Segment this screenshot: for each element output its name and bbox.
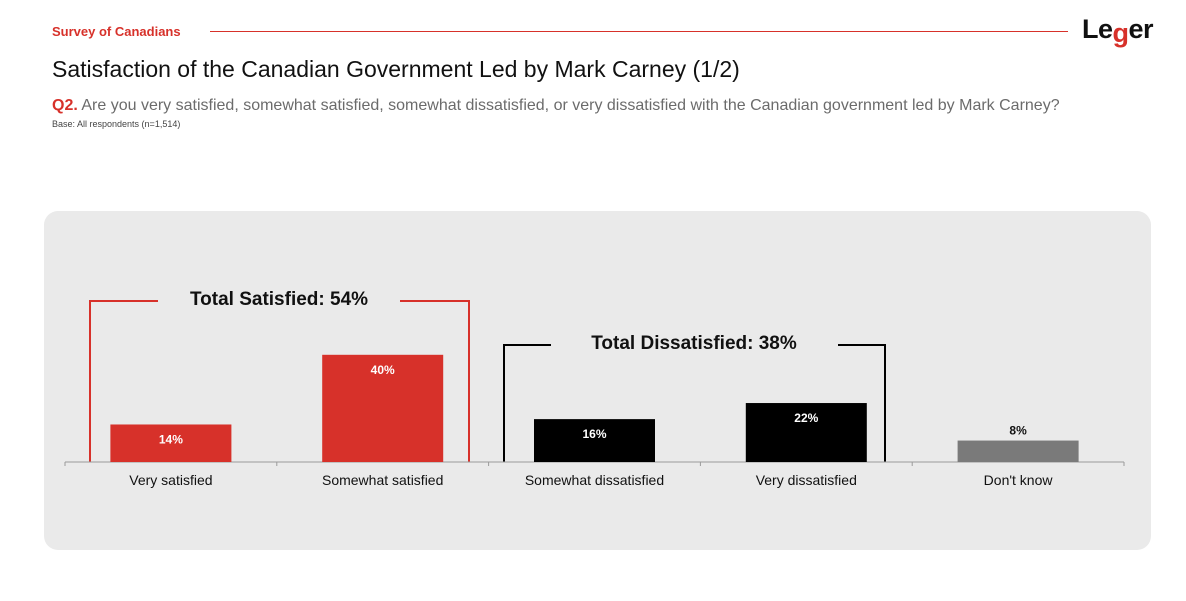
total-satisfied-label: Total Satisfied: 54%	[189, 289, 369, 310]
question-text: Are you very satisfied, somewhat satisfi…	[81, 97, 1060, 114]
base-note: Base: All respondents (n=1,514)	[52, 119, 181, 129]
total-dissatisfied-label: Total Dissatisfied: 38%	[591, 333, 797, 354]
bar-don-t-know	[957, 440, 1079, 462]
satisfied-bracket-right	[400, 300, 470, 462]
header-rule	[210, 31, 1068, 32]
data-label: 22%	[794, 411, 818, 425]
bar-somewhat-dissatisfied	[534, 419, 655, 462]
chart-panel	[44, 211, 1151, 550]
dissatisfied-bracket-left	[503, 344, 551, 462]
leger-logo: Leger	[1082, 14, 1154, 48]
page-title: Satisfaction of the Canadian Government …	[52, 56, 740, 82]
data-label: 8%	[1009, 424, 1027, 438]
category-label: Somewhat satisfied	[322, 472, 443, 488]
category-label: Very dissatisfied	[756, 472, 857, 488]
data-label: 14%	[159, 432, 183, 446]
satisfied-bracket-left	[89, 300, 158, 462]
dissatisfied-bracket-right	[838, 344, 886, 462]
data-label: 40%	[371, 363, 395, 377]
data-label: 16%	[582, 427, 606, 441]
bar-very-dissatisfied	[745, 403, 867, 462]
survey-kicker: Survey of Canadians	[52, 24, 181, 39]
bar-very-satisfied	[110, 424, 232, 462]
question: Q2. Are you very satisfied, somewhat sat…	[52, 97, 1152, 115]
category-label: Don't know	[984, 472, 1054, 488]
question-number: Q2.	[52, 97, 78, 114]
category-label: Very satisfied	[129, 472, 212, 488]
bar-somewhat-satisfied	[322, 354, 444, 462]
category-label: Somewhat dissatisfied	[525, 472, 664, 488]
